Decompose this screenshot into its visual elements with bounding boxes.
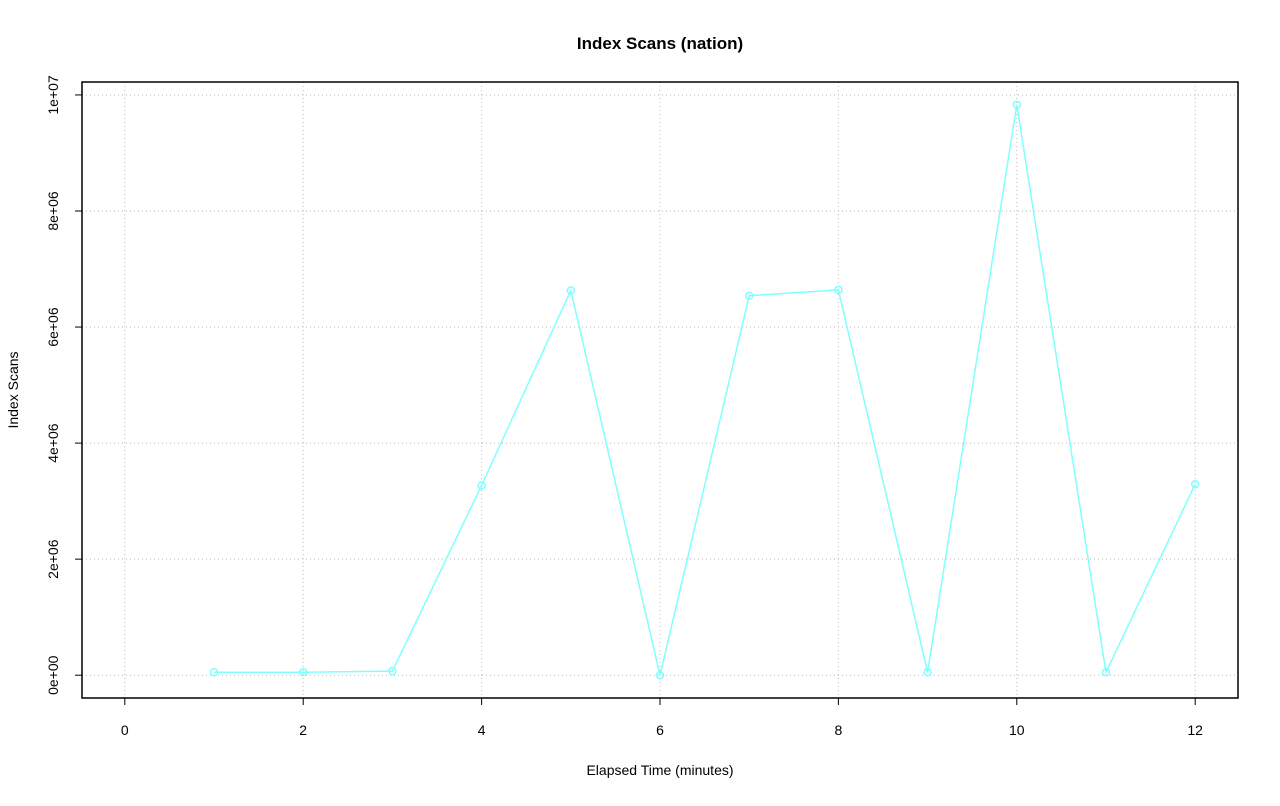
x-tick-label: 0 <box>121 722 129 738</box>
y-tick-label: 4e+06 <box>45 423 61 463</box>
data-point <box>209 668 219 677</box>
data-point <box>744 291 754 300</box>
x-tick-label: 12 <box>1187 722 1203 738</box>
x-tick-label: 6 <box>656 722 664 738</box>
y-tick-label: 2e+06 <box>45 539 61 579</box>
data-point <box>1012 100 1022 110</box>
x-tick-label: 10 <box>1009 722 1025 738</box>
x-tick-label: 4 <box>478 722 486 738</box>
data-point <box>834 285 843 295</box>
data-point <box>298 668 308 677</box>
data-point <box>1101 668 1111 677</box>
y-tick-label: 6e+06 <box>45 307 61 347</box>
data-point <box>923 668 932 677</box>
data-point <box>388 666 397 676</box>
plot-frame <box>81 81 1239 699</box>
y-axis-label: Index Scans <box>5 351 21 428</box>
x-tick-label: 8 <box>834 722 842 738</box>
data-point <box>477 481 486 490</box>
data-line <box>214 104 1196 676</box>
data-point <box>655 670 665 680</box>
y-tick-label: 0e+00 <box>45 655 61 695</box>
y-tick-label: 1e+07 <box>45 75 61 115</box>
x-axis-label: Elapsed Time (minutes) <box>586 762 733 778</box>
x-tick-label: 2 <box>299 722 307 738</box>
y-tick-label: 8e+06 <box>45 191 61 231</box>
chart-title: Index Scans (nation) <box>577 34 743 53</box>
data-point <box>566 286 576 295</box>
data-point <box>1190 480 1200 489</box>
